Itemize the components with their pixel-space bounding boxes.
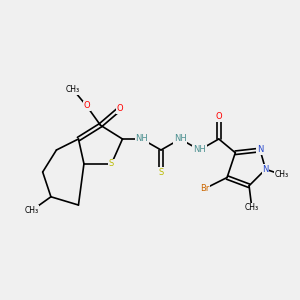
Text: NH: NH — [174, 134, 187, 143]
Text: N: N — [257, 146, 263, 154]
Text: CH₃: CH₃ — [275, 170, 289, 179]
Text: S: S — [158, 167, 164, 176]
Text: O: O — [215, 112, 222, 122]
Text: N: N — [262, 165, 269, 174]
Text: CH₃: CH₃ — [66, 85, 80, 94]
Text: NH: NH — [193, 146, 206, 154]
Text: Br: Br — [200, 184, 210, 193]
Text: CH₃: CH₃ — [245, 203, 259, 212]
Text: CH₃: CH₃ — [25, 206, 39, 215]
Text: O: O — [116, 104, 123, 113]
Text: S: S — [109, 159, 114, 168]
Text: NH: NH — [135, 134, 148, 143]
Text: O: O — [83, 101, 90, 110]
